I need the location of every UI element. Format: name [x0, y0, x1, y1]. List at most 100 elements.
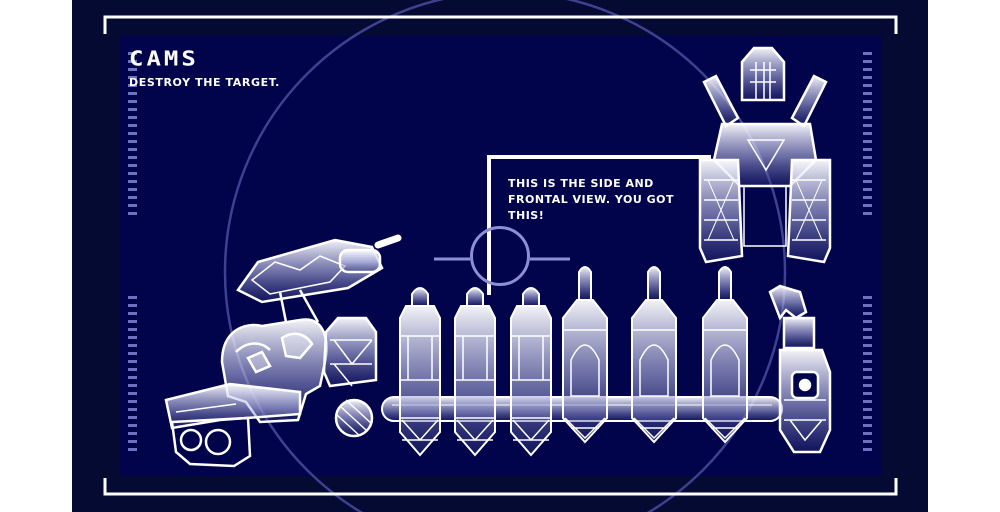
tick-mark	[128, 132, 137, 135]
tick-mark	[128, 156, 137, 159]
short-missile	[454, 287, 496, 457]
tick-mark	[128, 360, 137, 363]
tick-mark	[863, 440, 872, 443]
tick-mark	[128, 172, 137, 175]
tick-mark	[863, 312, 872, 315]
tick-mark	[128, 180, 137, 183]
tick-mark	[128, 448, 137, 451]
tick-mark	[128, 408, 137, 411]
left-tick-marks	[128, 52, 137, 451]
crosshair-ring	[470, 226, 530, 286]
tall-missile	[702, 266, 748, 444]
tick-mark	[863, 132, 872, 135]
hint-dialog-text: THIS IS THE SIDE AND FRONTAL VIEW. YOU G…	[508, 177, 674, 222]
tick-mark	[863, 352, 872, 355]
tick-mark	[128, 108, 137, 111]
tick-mark	[128, 140, 137, 143]
frame-corner-brackets	[103, 15, 898, 496]
tick-mark	[128, 368, 137, 371]
right-tick-marks	[863, 52, 872, 451]
tick-mark	[128, 344, 137, 347]
tick-mark	[863, 108, 872, 111]
tick-mark	[128, 148, 137, 151]
tick-mark	[128, 188, 137, 191]
tick-mark	[863, 384, 872, 387]
short-missiles	[399, 287, 552, 457]
tick-mark	[863, 84, 872, 87]
tick-mark	[863, 196, 872, 199]
tick-mark	[863, 432, 872, 435]
tick-mark	[863, 172, 872, 175]
tick-mark	[128, 312, 137, 315]
tick-mark	[128, 432, 137, 435]
tick-mark	[863, 52, 872, 55]
artillery-side-view	[164, 234, 402, 468]
tick-mark	[863, 296, 872, 299]
short-missile	[510, 287, 552, 457]
tall-missile	[562, 266, 608, 444]
tick-mark	[863, 212, 872, 215]
tick-mark	[863, 116, 872, 119]
tick-mark	[863, 68, 872, 71]
tick-mark	[863, 360, 872, 363]
tick-mark	[128, 60, 137, 63]
tick-mark	[128, 84, 137, 87]
tall-missile	[631, 266, 677, 444]
tick-mark	[128, 196, 137, 199]
tick-mark	[863, 344, 872, 347]
tick-mark	[863, 400, 872, 403]
tick-mark	[863, 188, 872, 191]
tick-mark	[128, 52, 137, 55]
target-frontal-view	[698, 46, 832, 264]
tick-mark	[128, 68, 137, 71]
mission-objective: DESTROY THE TARGET.	[129, 76, 280, 89]
radar-unit-side	[768, 284, 832, 454]
tick-mark	[128, 164, 137, 167]
hint-dialog-frame	[487, 155, 711, 295]
radar-ring	[223, 0, 787, 512]
short-missile	[399, 287, 441, 457]
tick-mark	[128, 352, 137, 355]
tick-mark	[128, 400, 137, 403]
tick-mark	[128, 384, 137, 387]
tick-mark	[128, 76, 137, 79]
tick-mark	[128, 336, 137, 339]
tick-mark	[863, 448, 872, 451]
tick-mark	[863, 376, 872, 379]
tick-mark	[863, 204, 872, 207]
tick-mark	[863, 336, 872, 339]
tick-mark	[128, 100, 137, 103]
tick-mark	[128, 212, 137, 215]
tick-mark	[128, 92, 137, 95]
tick-mark	[128, 376, 137, 379]
tick-mark	[128, 124, 137, 127]
tick-mark	[863, 76, 872, 79]
tick-mark	[128, 116, 137, 119]
tick-mark	[863, 424, 872, 427]
tick-mark	[128, 296, 137, 299]
tick-mark	[863, 320, 872, 323]
tick-mark	[863, 164, 872, 167]
game-title: CAMS	[129, 47, 199, 71]
tick-mark	[128, 320, 137, 323]
tick-mark	[863, 180, 872, 183]
tick-mark	[863, 368, 872, 371]
tick-mark	[863, 304, 872, 307]
tick-mark	[128, 416, 137, 419]
tick-mark	[863, 408, 872, 411]
tick-mark	[128, 392, 137, 395]
tick-mark	[128, 204, 137, 207]
tick-mark	[863, 416, 872, 419]
tick-mark	[863, 328, 872, 331]
tick-mark	[128, 424, 137, 427]
tick-mark	[863, 100, 872, 103]
tick-mark	[128, 440, 137, 443]
tick-mark	[128, 304, 137, 307]
tick-mark	[863, 156, 872, 159]
tick-mark	[863, 60, 872, 63]
tick-mark	[863, 148, 872, 151]
tall-missiles	[562, 266, 748, 444]
tick-mark	[863, 124, 872, 127]
tick-mark	[863, 140, 872, 143]
